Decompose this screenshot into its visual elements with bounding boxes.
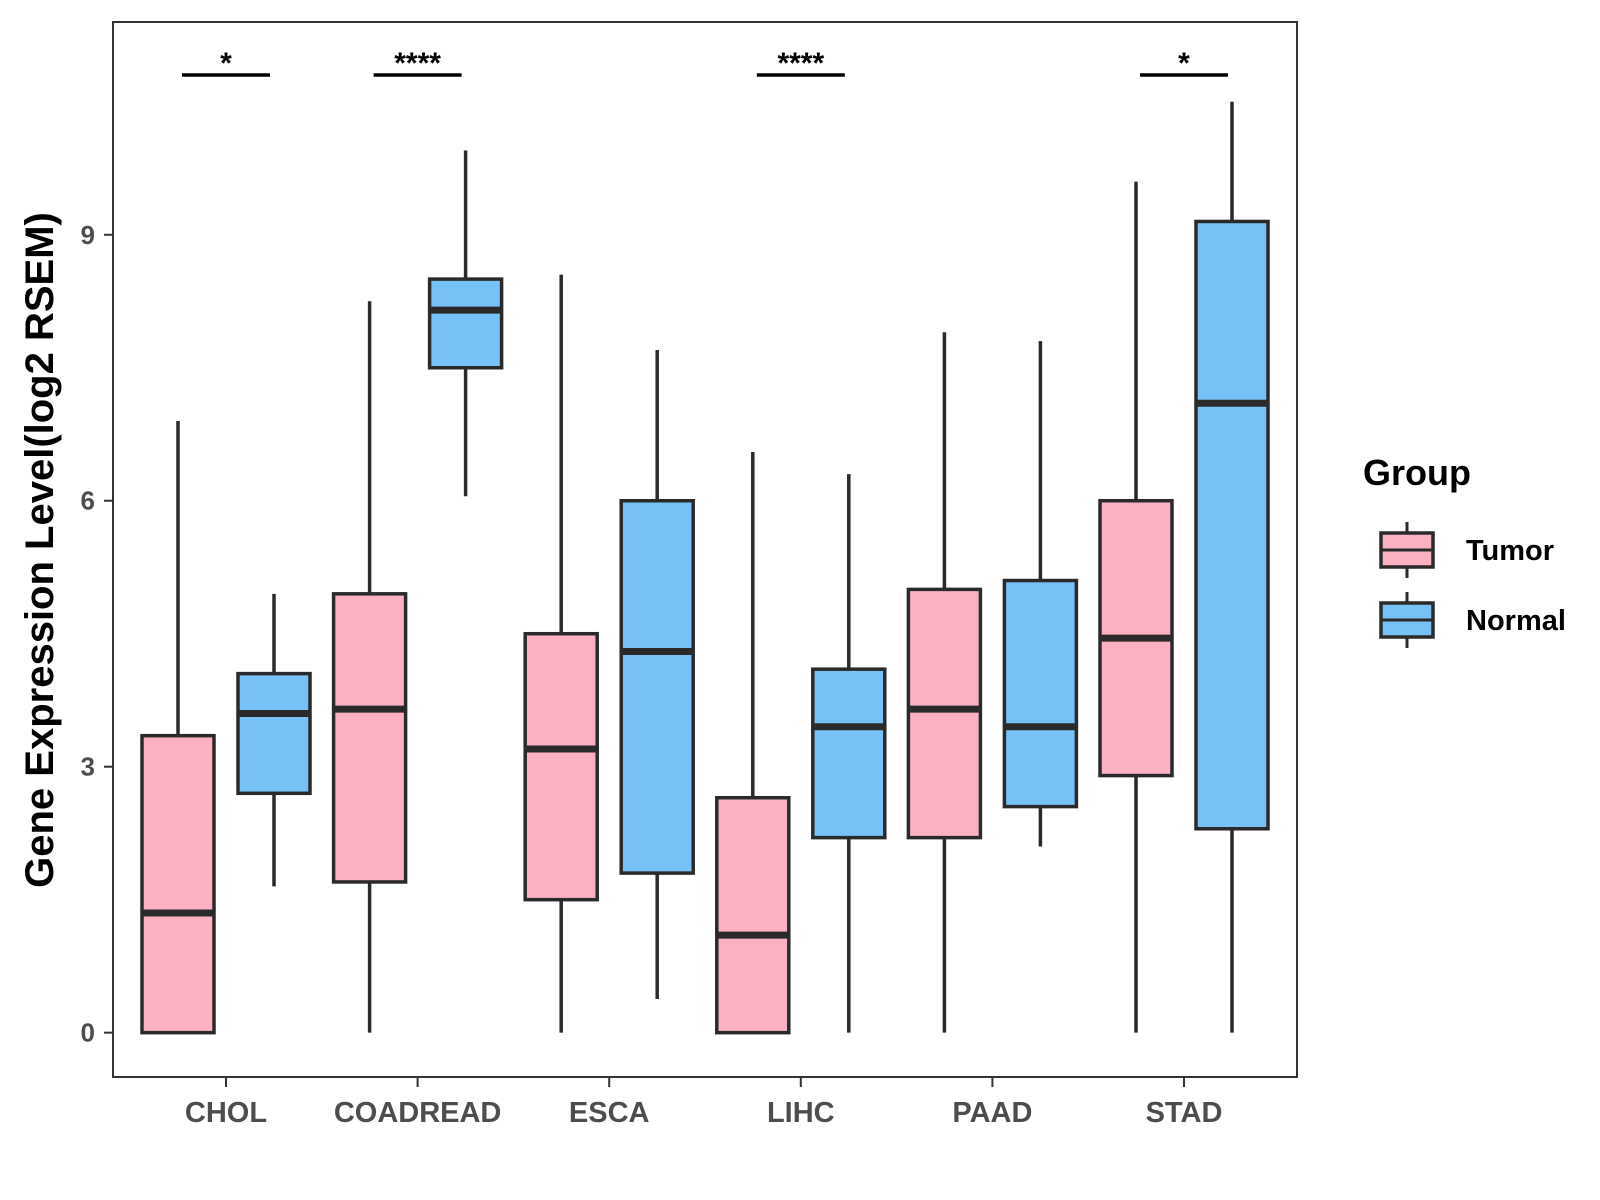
y-tick-label: 0 bbox=[81, 1018, 95, 1048]
box-body bbox=[1194, 219, 1270, 831]
legend: Tumor Normal bbox=[1379, 522, 1566, 648]
box-normal-paad bbox=[1002, 341, 1079, 847]
legend-title: Group bbox=[1363, 452, 1471, 493]
box-body bbox=[715, 795, 791, 1035]
box-tumor-lihc bbox=[715, 451, 791, 1035]
box-tumor-paad bbox=[906, 332, 983, 1033]
box-normal-lihc bbox=[811, 474, 887, 1033]
box-tumor-esca bbox=[523, 274, 599, 1033]
x-tick-label: ESCA bbox=[569, 1097, 650, 1129]
y-tick-label: 6 bbox=[81, 486, 95, 516]
box-body bbox=[140, 733, 216, 1035]
significance-label: **** bbox=[394, 47, 441, 80]
box-normal-stad bbox=[1194, 101, 1270, 1033]
box-tumor-coadread bbox=[331, 301, 408, 1033]
box-normal-esca bbox=[619, 350, 695, 999]
x-tick-label: CHOL bbox=[185, 1097, 267, 1129]
significance-label: * bbox=[220, 47, 232, 80]
box-body bbox=[1002, 578, 1079, 809]
box-normal-coadread bbox=[427, 150, 504, 497]
significance-label: * bbox=[1178, 47, 1190, 80]
box-body bbox=[236, 671, 312, 796]
box-body bbox=[906, 587, 983, 840]
significance-label: **** bbox=[777, 47, 824, 80]
box-normal-chol bbox=[236, 593, 312, 887]
x-tick-label: LIHC bbox=[767, 1097, 835, 1129]
box-body bbox=[523, 631, 599, 902]
x-tick-label: PAAD bbox=[952, 1097, 1032, 1129]
legend-label-tumor: Tumor bbox=[1466, 535, 1554, 567]
box-body bbox=[427, 277, 504, 370]
y-tick-label: 9 bbox=[81, 220, 95, 250]
legend-label-normal: Normal bbox=[1466, 605, 1566, 637]
x-tick-label: STAD bbox=[1146, 1097, 1223, 1129]
box-tumor-stad bbox=[1098, 181, 1174, 1033]
y-axis-title: Gene Expression Level(log2 RSEM) bbox=[18, 212, 62, 888]
box-body bbox=[811, 667, 887, 840]
box-body bbox=[331, 592, 408, 884]
panel-border bbox=[112, 21, 1298, 1078]
box-tumor-chol bbox=[140, 420, 216, 1035]
box-body bbox=[619, 498, 695, 875]
x-tick-label: COADREAD bbox=[334, 1097, 502, 1129]
y-tick-label: 3 bbox=[81, 752, 95, 782]
